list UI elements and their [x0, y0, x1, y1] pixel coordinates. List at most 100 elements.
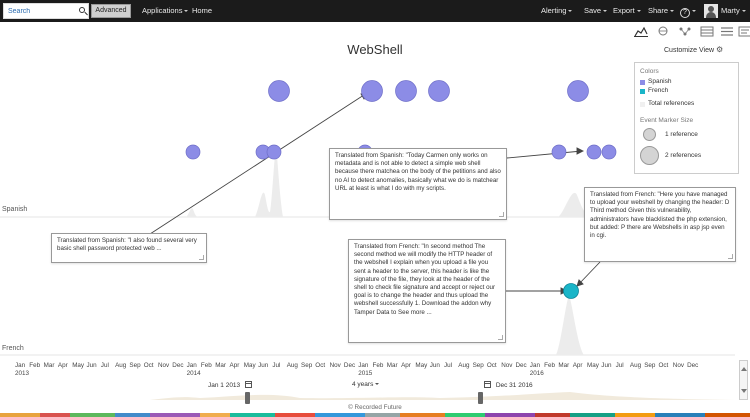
search-input[interactable]	[3, 3, 77, 19]
month-tick-label: Jun	[601, 362, 612, 369]
range-end[interactable]: Dec 31 2016	[484, 381, 533, 389]
chart-title: WebShell	[347, 42, 403, 57]
applications-menu[interactable]: Applications	[142, 0, 189, 22]
chevron-down-icon	[184, 10, 189, 12]
alerting-menu[interactable]: Alerting	[541, 0, 573, 22]
spanish-event-marker[interactable]	[551, 144, 567, 160]
event-callout[interactable]: Translated from French: "In second metho…	[348, 239, 506, 343]
legend-one-ref-label: 1 reference	[665, 131, 698, 138]
month-tick-label: Feb	[372, 362, 384, 369]
spanish-event-marker[interactable]	[601, 144, 617, 160]
table-view-icon[interactable]	[700, 26, 714, 37]
save-menu[interactable]: Save	[584, 0, 608, 22]
search-button[interactable]	[77, 3, 89, 19]
month-tick-label: Oct	[143, 362, 154, 369]
french-event-marker[interactable]	[563, 283, 579, 299]
chevron-down-icon	[603, 10, 608, 12]
month-tick-label: Feb	[544, 362, 555, 369]
legend-total-label[interactable]: Total references	[648, 100, 695, 107]
scrollbar[interactable]	[739, 360, 748, 400]
month-tick-label: May	[243, 362, 256, 369]
month-tick-label: Mar	[43, 362, 55, 369]
month-tick-label: Jul	[272, 362, 281, 369]
top-navigation-bar: Advanced Applications Home Alerting Save…	[0, 0, 750, 22]
range-start-handle[interactable]	[245, 392, 250, 404]
month-tick-label: Nov	[672, 362, 684, 369]
month-tick-label: Jan	[358, 362, 369, 369]
callout-connector	[577, 261, 601, 286]
event-callout[interactable]: Translated from Spanish: "Today Carmen o…	[329, 148, 507, 220]
month-tick-label: Oct	[486, 362, 497, 369]
export-menu-label: Export	[613, 6, 635, 15]
spanish-event-marker[interactable]	[185, 144, 201, 160]
year-tick-label: 2015	[358, 370, 373, 377]
advanced-search-button[interactable]: Advanced	[91, 4, 131, 18]
legend-spanish-label[interactable]: Spanish	[648, 78, 672, 85]
month-tick-label: Dec	[515, 362, 527, 369]
avatar[interactable]	[704, 4, 718, 18]
spanish-event-marker[interactable]	[586, 144, 602, 160]
callout-connector	[149, 92, 368, 235]
chevron-down-icon	[741, 10, 746, 12]
spanish-event-marker[interactable]	[361, 80, 383, 102]
month-tick-label: Mar	[215, 362, 227, 369]
arrow-head-icon	[576, 279, 584, 287]
export-menu[interactable]: Export	[613, 0, 641, 22]
calendar-icon[interactable]	[484, 381, 491, 388]
event-callout[interactable]: Translated from French: "Here you have m…	[584, 187, 736, 262]
month-tick-label: May	[415, 362, 428, 369]
home-link[interactable]: Home	[192, 6, 213, 15]
detail-view-icon[interactable]	[738, 26, 750, 37]
month-tick-label: Apr	[401, 362, 411, 369]
month-tick-label: Apr	[572, 362, 583, 369]
timeline-view-icon[interactable]	[634, 26, 648, 37]
save-menu-label: Save	[584, 6, 602, 15]
spanish-event-marker[interactable]	[567, 80, 589, 102]
month-tick-label: Aug	[115, 362, 127, 369]
overview-volume	[35, 392, 735, 400]
month-tick-label: Oct	[658, 362, 669, 369]
month-tick-label: Apr	[229, 362, 240, 369]
month-tick-label: Aug	[286, 362, 298, 369]
month-tick-label: May	[72, 362, 85, 369]
spanish-event-marker[interactable]	[268, 80, 290, 102]
map-view-icon[interactable]	[656, 26, 670, 37]
french-volume-peak	[556, 296, 584, 355]
month-tick-label: Sep	[301, 362, 313, 369]
spanish-volume-peak	[558, 192, 592, 217]
spanish-event-marker[interactable]	[395, 80, 417, 102]
legend-french-label[interactable]: French	[648, 87, 669, 94]
share-menu[interactable]: Share	[648, 0, 675, 22]
range-end-handle[interactable]	[478, 392, 483, 404]
spanish-event-marker[interactable]	[428, 80, 450, 102]
user-menu[interactable]: Marty	[721, 0, 746, 22]
spanish-event-marker[interactable]	[266, 144, 282, 160]
month-tick-label: Dec	[687, 362, 699, 369]
customize-view-button[interactable]: Customize View ⚙	[664, 45, 723, 54]
row-label-french: French	[2, 345, 24, 352]
calendar-icon[interactable]	[244, 381, 252, 388]
month-tick-label: May	[587, 362, 599, 369]
chevron-down-icon	[636, 10, 641, 12]
year-tick-label: 2013	[15, 370, 30, 377]
spanish-swatch	[640, 80, 645, 85]
applications-menu-label: Applications	[142, 6, 183, 15]
month-tick-label: Dec	[343, 362, 356, 369]
month-tick-label: Sep	[129, 362, 141, 369]
help-menu[interactable]: ?	[680, 0, 696, 22]
month-tick-label: Jan	[186, 362, 197, 369]
range-duration-select[interactable]: 4 years	[352, 381, 380, 388]
chevron-down-icon	[375, 383, 380, 385]
duration-label: 4 years	[352, 381, 374, 388]
chevron-down-icon	[692, 10, 696, 12]
one-reference-marker	[643, 128, 656, 141]
network-view-icon[interactable]	[678, 26, 692, 37]
range-start[interactable]: Jan 1 2013	[208, 381, 255, 389]
month-tick-label: Aug	[629, 362, 642, 369]
list-view-icon[interactable]	[720, 26, 734, 37]
event-callout[interactable]: Translated from Spanish: "I also found s…	[51, 233, 207, 263]
end-date: Dec 31 2016	[495, 382, 533, 389]
legend-two-ref-label: 2 references	[665, 152, 702, 159]
user-name: Marty	[721, 6, 740, 15]
